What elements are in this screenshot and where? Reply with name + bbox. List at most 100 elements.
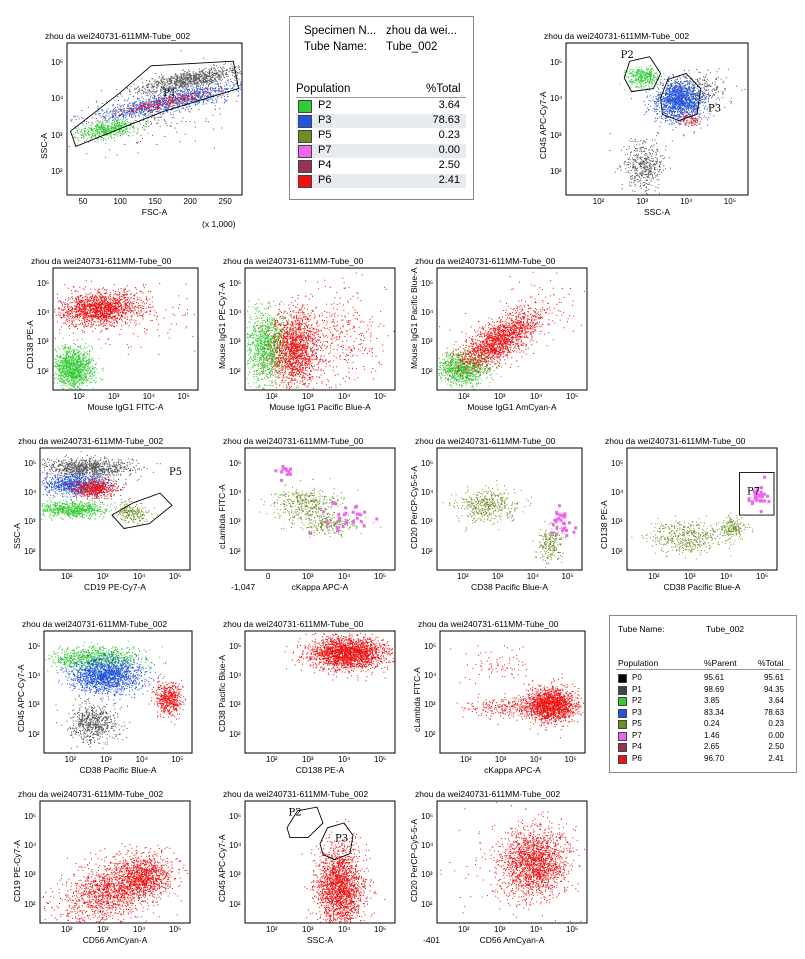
col-total-2: %Total bbox=[758, 658, 784, 668]
x-axis-label: CD38 Pacific Blue-A bbox=[663, 582, 741, 592]
y-tick-label: 10³ bbox=[424, 700, 436, 710]
plot-title: zhou da wei240731-611MM-Tube_00 bbox=[415, 256, 556, 266]
scatter-plot-area[interactable] bbox=[39, 800, 191, 924]
data-points-p6 bbox=[54, 283, 167, 334]
data-points-p6 bbox=[148, 676, 187, 725]
y-tick-label: 10² bbox=[229, 366, 241, 376]
scatter-plot-area[interactable]: P7 bbox=[626, 447, 778, 571]
population-parent: 1.46 bbox=[704, 730, 720, 740]
scatter-plot-area[interactable] bbox=[43, 630, 193, 754]
x-tick-label: 10⁵ bbox=[374, 755, 387, 764]
x-tick-label: 150 bbox=[148, 197, 162, 206]
y-tick-label: 10⁴ bbox=[611, 488, 624, 498]
x-tick-label: 250 bbox=[218, 197, 232, 206]
data-points-p0 bbox=[630, 68, 746, 119]
y-tick-label: 10⁵ bbox=[421, 458, 434, 468]
scatter-plot-area[interactable] bbox=[244, 447, 396, 571]
x-tick-label: 10³ bbox=[494, 392, 506, 401]
series-p6 bbox=[148, 676, 187, 725]
population-color-swatch bbox=[298, 130, 312, 143]
y-tick-label: 10⁴ bbox=[229, 308, 242, 318]
scatter-plot-area[interactable] bbox=[244, 630, 396, 754]
population-name: P7 bbox=[632, 730, 642, 740]
x-tick-label: 10⁴ bbox=[135, 755, 149, 764]
population-total: 78.63 bbox=[763, 707, 784, 717]
gate-p2[interactable] bbox=[286, 806, 324, 839]
gate-label-p2: P2 bbox=[289, 808, 302, 819]
scatter-plot-area[interactable] bbox=[244, 267, 396, 391]
scatter-plot-area[interactable]: P2 P3 bbox=[244, 800, 396, 924]
stats-row-p3: P3 78.63 bbox=[296, 114, 466, 128]
gate-p3[interactable] bbox=[319, 822, 354, 861]
data-points-p6 bbox=[456, 687, 582, 725]
gate-p7[interactable] bbox=[739, 471, 775, 516]
x-tick-label: 10² bbox=[460, 755, 472, 764]
data-points-p7 bbox=[274, 464, 292, 482]
population-parent: 3.85 bbox=[704, 696, 720, 705]
scatter-plot-area[interactable] bbox=[436, 447, 583, 571]
scatter-plot-area[interactable] bbox=[436, 800, 588, 924]
data-points-p0 bbox=[41, 451, 161, 488]
plot-title: zhou da wei240731-611MM-Tube_00 bbox=[418, 619, 559, 629]
population-name: P6 bbox=[632, 753, 642, 763]
x-tick-label: 10² bbox=[648, 572, 660, 581]
population-name: P5 bbox=[318, 129, 332, 141]
plot-title: zhou da wei240731-611MM-Tube_002 bbox=[544, 31, 690, 41]
plot-title: zhou da wei240731-611MM-Tube_002 bbox=[22, 619, 168, 629]
x-axis-label: CD56 AmCyan-A bbox=[479, 935, 545, 945]
series-p2 bbox=[54, 333, 105, 390]
scatter-plot-area[interactable]: P1 bbox=[66, 42, 243, 196]
y-axis-label: CD45 APC-Cy7-A bbox=[538, 91, 548, 159]
x-axis-label: CD38 Pacific Blue-A bbox=[470, 582, 549, 592]
scatter-plot-area[interactable] bbox=[439, 630, 586, 754]
x-axis-label: CD19 PE-Cy7-A bbox=[84, 582, 146, 592]
population-total: 0.00 bbox=[768, 730, 784, 740]
y-tick-label: 10³ bbox=[421, 870, 433, 880]
y-axis-label: CD19 PE-Cy7-A bbox=[12, 840, 22, 902]
stats-row-p4: P4 2.50 bbox=[296, 159, 466, 173]
data-points-p2 bbox=[438, 344, 512, 390]
population-hierarchy-table: Tube Name: Tube_002 Population %Parent %… bbox=[609, 615, 797, 773]
series-p6 bbox=[676, 107, 710, 133]
gate-p1[interactable] bbox=[69, 60, 240, 147]
population-color-swatch bbox=[298, 100, 312, 113]
x-tick-label: 10⁵ bbox=[566, 392, 579, 401]
x-axis-label: FSC-A bbox=[141, 207, 168, 217]
data-points-p7 bbox=[747, 475, 771, 514]
y-tick-label: 10² bbox=[229, 899, 241, 909]
scatter-plot-area[interactable]: P5 bbox=[39, 447, 191, 571]
y-axis-label: SSC-A bbox=[39, 133, 49, 159]
scatter-plot-area[interactable]: P2 P3 bbox=[565, 42, 749, 196]
y-axis-label: Mouse IgG1 PE-Cy7-A bbox=[217, 282, 227, 369]
data-points-p6 bbox=[284, 632, 395, 682]
population-color-swatch bbox=[298, 145, 312, 158]
y-axis-label: Mouse IgG1 Pacific Blue-A bbox=[409, 267, 419, 369]
y-tick-label: 10³ bbox=[229, 700, 241, 710]
x-tick-label: 10⁴ bbox=[338, 392, 351, 401]
y-tick-label: 10⁵ bbox=[424, 641, 437, 651]
hierarchy-row-p3: P3 83.34 78.63 bbox=[616, 708, 792, 719]
population-name: P0 bbox=[632, 673, 642, 682]
y-axis-label: CD138 PE-A bbox=[599, 500, 609, 549]
data-points-p6 bbox=[42, 843, 189, 923]
gate-p2[interactable] bbox=[623, 56, 662, 93]
scatter-plot-area[interactable] bbox=[436, 267, 588, 391]
y-tick-label: 10³ bbox=[28, 700, 40, 710]
scatter-plot-area[interactable] bbox=[52, 267, 199, 391]
gate-p3[interactable] bbox=[660, 72, 702, 121]
data-points-p6 bbox=[676, 107, 710, 133]
x-tick-label: 200 bbox=[183, 197, 197, 206]
y-tick-label: 10⁴ bbox=[421, 308, 434, 318]
y-tick-label: 10³ bbox=[550, 130, 562, 140]
population-name: P2 bbox=[632, 696, 642, 705]
population-color-swatch bbox=[298, 160, 312, 173]
gate-p5[interactable] bbox=[111, 492, 173, 529]
population-color-swatch bbox=[618, 720, 627, 729]
population-color-swatch bbox=[618, 754, 627, 764]
x-tick-label: 10⁴ bbox=[720, 572, 733, 581]
plot-frame bbox=[244, 267, 396, 391]
y-tick-label: 10³ bbox=[229, 517, 241, 527]
x-tick-label: 10⁵ bbox=[756, 572, 769, 581]
y-axis-label: cLambda FITC-A bbox=[412, 667, 422, 732]
x-axis-label: CD38 Pacific Blue-A bbox=[79, 765, 157, 775]
